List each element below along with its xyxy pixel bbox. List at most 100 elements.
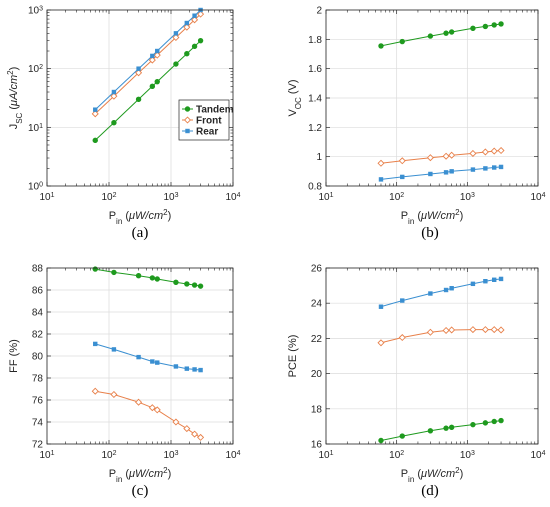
y-tick-label: 2 xyxy=(316,6,322,17)
series-front xyxy=(91,10,205,118)
series-rear xyxy=(378,164,504,182)
data-point-rear xyxy=(173,364,179,369)
x-tick-label: 103 xyxy=(460,450,475,462)
data-point-rear xyxy=(150,359,155,364)
data-point-front xyxy=(197,433,205,441)
y-tick-label: 82 xyxy=(32,330,44,341)
y-tick-label: 1.2 xyxy=(308,123,322,134)
data-point-tandem xyxy=(399,433,405,439)
data-point-rear xyxy=(470,167,476,172)
panel-label: (b) xyxy=(421,225,439,241)
x-axis-label: Pin (μW/cm2) xyxy=(401,466,464,484)
data-point-front xyxy=(481,326,489,334)
data-point-front xyxy=(183,425,191,433)
data-point-rear xyxy=(155,48,160,54)
x-tick-label: 104 xyxy=(225,450,240,462)
x-tick-label: 104 xyxy=(530,192,545,204)
data-point-front xyxy=(497,146,505,155)
data-point-rear xyxy=(378,304,384,309)
data-point-rear xyxy=(111,347,117,352)
y-tick-label: 84 xyxy=(32,308,44,319)
y-tick-label: 1.4 xyxy=(308,94,322,105)
legend-label-front: Front xyxy=(196,116,222,127)
x-tick-label: 104 xyxy=(530,450,545,462)
data-point-tandem xyxy=(184,50,190,57)
data-point-rear xyxy=(184,20,190,26)
legend-label-tandem: Tandem xyxy=(196,105,234,116)
data-point-tandem xyxy=(443,30,449,36)
y-tick-label: 1.8 xyxy=(308,35,322,46)
series-tandem xyxy=(92,266,204,289)
data-point-rear xyxy=(93,341,98,347)
series-tandem xyxy=(92,37,204,144)
data-point-front xyxy=(398,157,406,165)
data-point-tandem xyxy=(498,417,504,424)
data-point-front xyxy=(153,406,161,414)
data-point-tandem xyxy=(92,266,98,272)
data-point-rear xyxy=(192,367,197,372)
data-point-tandem xyxy=(154,78,160,85)
series-front xyxy=(377,146,505,167)
data-point-rear xyxy=(483,166,488,171)
series-front xyxy=(377,326,505,347)
y-tick-label: 88 xyxy=(32,264,44,275)
x-tick-label: 101 xyxy=(318,450,333,462)
x-tick-label: 101 xyxy=(39,192,54,204)
x-tick-label: 103 xyxy=(163,450,178,462)
y-tick-label: 103 xyxy=(28,5,43,17)
panel-label: (d) xyxy=(421,483,439,499)
y-tick-label: 78 xyxy=(32,374,44,385)
data-point-rear xyxy=(449,286,454,291)
data-point-rear xyxy=(136,66,141,71)
legend-marker-front xyxy=(183,116,192,124)
series-rear xyxy=(378,276,504,309)
y-tick-label: 16 xyxy=(311,440,323,451)
x-tick-label: 101 xyxy=(39,450,54,462)
data-point-front xyxy=(426,328,434,336)
axes-frame xyxy=(46,9,234,187)
data-point-front xyxy=(497,326,505,334)
data-point-tandem xyxy=(427,33,434,39)
data-point-front xyxy=(426,154,434,162)
y-axis-label: VOC (V) xyxy=(287,79,303,116)
data-point-front xyxy=(191,430,199,438)
data-point-tandem xyxy=(427,428,434,434)
data-point-rear xyxy=(470,281,476,287)
data-point-front xyxy=(442,326,450,335)
x-tick-label: 102 xyxy=(101,450,116,462)
data-point-rear xyxy=(150,53,155,59)
data-point-tandem xyxy=(448,29,455,35)
data-point-front xyxy=(469,326,477,334)
data-point-front xyxy=(191,16,199,24)
data-point-tandem xyxy=(470,421,476,428)
x-tick-label: 103 xyxy=(460,192,475,204)
data-point-front xyxy=(172,418,180,426)
data-point-front xyxy=(197,10,205,18)
data-point-front xyxy=(490,147,498,155)
data-point-tandem xyxy=(149,83,156,90)
y-tick-label: 80 xyxy=(32,352,44,363)
chart-c: 101 102 103 104 72 74 76 78 80 82 84 86 88 Pin (μW/cm… xyxy=(8,264,241,500)
data-point-tandem xyxy=(482,420,489,426)
data-point-front xyxy=(398,333,406,342)
data-point-front xyxy=(153,51,161,59)
data-point-front xyxy=(481,148,489,156)
legend-label-rear: Rear xyxy=(196,127,218,138)
series-tandem xyxy=(378,417,504,444)
y-tick-label: 26 xyxy=(311,264,323,275)
data-point-front xyxy=(172,33,180,42)
chart-b: 101 102 103 104 0.8 1 1.2 1.4 1.6 1.8 2 Pin (μW/cm2… xyxy=(287,6,546,242)
data-point-rear xyxy=(173,31,179,36)
data-point-rear xyxy=(184,366,190,371)
data-point-tandem xyxy=(491,22,497,28)
x-axis-label: Pin (μW/cm2) xyxy=(109,208,172,226)
data-point-tandem xyxy=(197,283,204,289)
data-point-tandem xyxy=(154,276,160,282)
y-tick-label: 102 xyxy=(28,64,43,76)
y-tick-label: 18 xyxy=(311,404,323,415)
y-axis-label: PCE (%) xyxy=(287,335,299,378)
y-tick-label: 24 xyxy=(311,299,323,310)
data-point-rear xyxy=(192,13,197,18)
